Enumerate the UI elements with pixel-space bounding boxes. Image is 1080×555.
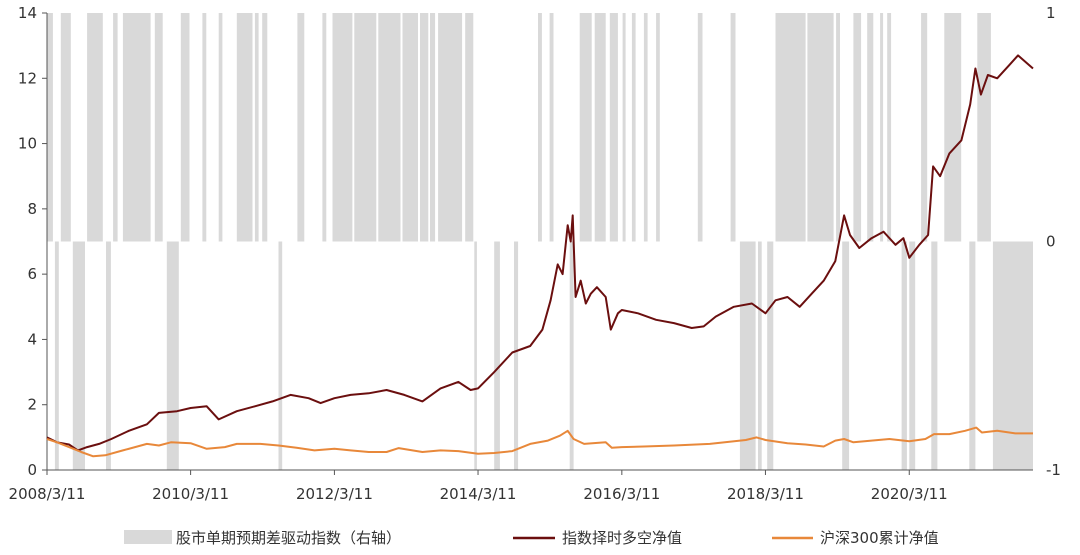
- signal-bar: [122, 13, 151, 242]
- signal-bar: [218, 13, 223, 242]
- signal-bar: [514, 241, 519, 470]
- signal-bar: [278, 241, 283, 470]
- signal-bar: [236, 13, 253, 242]
- signal-bar: [438, 13, 463, 242]
- signal-bar: [730, 13, 736, 242]
- signal-bar: [887, 13, 892, 242]
- signal-bar: [643, 13, 648, 242]
- series-line-timing: [46, 54, 1034, 452]
- signal-bar: [631, 13, 636, 242]
- series-line-hs300: [46, 426, 1033, 458]
- y-left-tick-label: 8: [27, 200, 37, 218]
- signal-bar: [594, 13, 606, 242]
- y-right-tick-label: 1: [1046, 4, 1056, 22]
- signal-bar: [106, 241, 111, 470]
- signal-bar: [853, 13, 862, 242]
- signal-bar: [538, 13, 542, 242]
- signal-bar: [909, 241, 916, 470]
- legend-swatch-signal: [124, 530, 172, 544]
- signal-bar: [656, 13, 660, 242]
- signal-bar: [322, 13, 327, 242]
- signal-bar: [254, 13, 259, 242]
- signal-bar: [332, 13, 353, 242]
- signal-bar: [579, 13, 592, 242]
- y-left-tick-label: 2: [27, 396, 37, 414]
- signal-bar: [154, 13, 163, 242]
- signal-bar: [992, 241, 1033, 470]
- signal-bar: [836, 13, 840, 242]
- legend: 股市单期预期差驱动指数（右轴） 指数择时多空净值 沪深300累计净值: [124, 529, 939, 547]
- signal-bar: [767, 241, 774, 470]
- signal-bar: [465, 13, 474, 242]
- signal-bar: [494, 241, 500, 470]
- signal-bar: [474, 241, 477, 470]
- legend-label-hs300: 沪深300累计净值: [820, 529, 939, 547]
- signal-bar: [697, 13, 703, 242]
- signal-bar: [72, 241, 85, 470]
- x-tick-label: 2016/3/11: [583, 485, 660, 503]
- y-left-tick-label: 6: [27, 265, 37, 283]
- signal-bar: [262, 13, 268, 242]
- signal-bar: [977, 13, 991, 242]
- y-left-tick-label: 0: [27, 461, 37, 479]
- legend-label-timing: 指数择时多空净值: [562, 529, 682, 547]
- axes: 0 2 4 6 8 10 12 14 -1 0 1 2008/3/11 2010/3/11 2012/3/…: [9, 4, 1061, 503]
- signal-bar: [609, 13, 618, 242]
- signal-bar: [842, 241, 850, 470]
- y-left-tick-label: 12: [18, 69, 37, 87]
- y-right-tick-label: -1: [1046, 461, 1061, 479]
- signal-bar: [880, 13, 884, 242]
- signal-bar: [758, 241, 762, 470]
- signal-bar: [739, 241, 756, 470]
- signal-bar: [180, 13, 190, 242]
- legend-label-signal: 股市单期预期差驱动指数（右轴）: [176, 529, 401, 547]
- y-left-tick-label: 10: [18, 135, 37, 153]
- signal-bar: [969, 241, 976, 470]
- signal-bar: [901, 241, 907, 470]
- signal-bar: [931, 241, 938, 470]
- signal-bar: [430, 13, 436, 242]
- signal-bar: [113, 13, 118, 242]
- signal-bar: [297, 13, 305, 242]
- signal-bar: [166, 241, 179, 470]
- signal-bar: [569, 241, 574, 470]
- signal-bar: [944, 13, 962, 242]
- signal-bar: [60, 13, 71, 242]
- signal-bar: [47, 13, 53, 242]
- signal-bar: [354, 13, 377, 242]
- signal-bar: [921, 13, 928, 242]
- signal-bar: [202, 13, 207, 242]
- y-right-tick-label: 0: [1046, 233, 1056, 251]
- signal-bar: [402, 13, 418, 242]
- signal-bar: [420, 13, 429, 242]
- signal-bar: [87, 13, 103, 242]
- x-tick-label: 2008/3/11: [9, 485, 86, 503]
- signal-bar: [807, 13, 834, 242]
- signal-bar: [378, 13, 401, 242]
- y-left-tick-label: 4: [27, 330, 37, 348]
- signal-bar: [867, 13, 874, 242]
- series-lines: [46, 54, 1034, 458]
- x-tick-label: 2018/3/11: [727, 485, 804, 503]
- x-tick-label: 2014/3/11: [440, 485, 517, 503]
- signal-bar: [54, 241, 59, 470]
- signal-bar: [775, 13, 806, 242]
- signal-bar: [622, 13, 626, 242]
- y-left-tick-label: 14: [18, 4, 37, 22]
- x-tick-label: 2020/3/11: [871, 485, 948, 503]
- x-tick-label: 2010/3/11: [152, 485, 229, 503]
- x-tick-label: 2012/3/11: [296, 485, 373, 503]
- signal-bar: [549, 13, 554, 242]
- signal-bars: [47, 13, 1033, 470]
